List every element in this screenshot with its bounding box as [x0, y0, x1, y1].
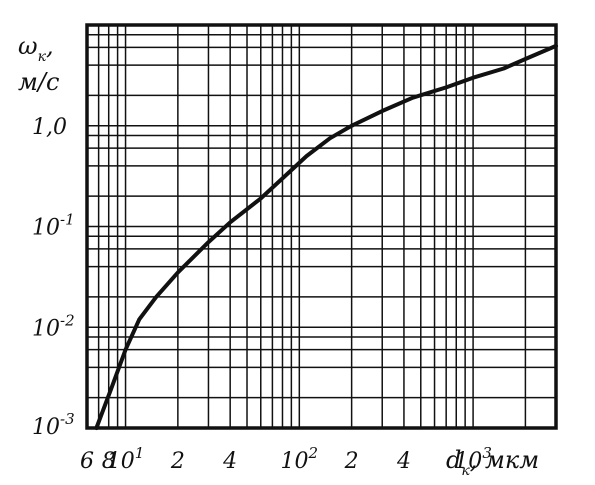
x-axis-label: dк, мкм — [446, 446, 539, 479]
x-tick-label: 2 — [170, 449, 185, 474]
grid — [87, 25, 556, 428]
x-tick-label: 2 — [344, 449, 359, 474]
y-axis-unit: м/с — [18, 68, 59, 96]
y-axis-label: ωк, — [18, 32, 54, 65]
y-tick-label: 10-3 — [32, 410, 75, 440]
data-curve — [94, 43, 558, 430]
x-tick-label: 102 — [281, 444, 319, 474]
y-tick-exponent: -2 — [60, 311, 75, 329]
x-tick-exponent: 1 — [135, 444, 145, 462]
x-tick-label: 6 — [80, 449, 94, 474]
y-tick-label: 10-1 — [32, 211, 75, 241]
y-tick-exponent: -1 — [60, 211, 75, 229]
x-tick-label: 101 — [107, 444, 145, 474]
x-tick-label: 103 — [454, 444, 492, 474]
y-tick-exponent: -3 — [60, 410, 75, 428]
x-tick-exponent: 3 — [482, 444, 492, 462]
y-tick-label: 10-2 — [32, 311, 75, 341]
x-tick-exponent: 2 — [308, 444, 319, 462]
x-tick-label: 4 — [222, 449, 237, 474]
x-tick-label: 8 — [102, 449, 116, 474]
y-tick-labels: 1,0 10-1 10-2 10-3 — [32, 115, 75, 440]
x-tick-label: 4 — [396, 449, 411, 474]
y-tick-label: 1,0 — [32, 115, 67, 140]
plot-frame — [85, 23, 558, 430]
